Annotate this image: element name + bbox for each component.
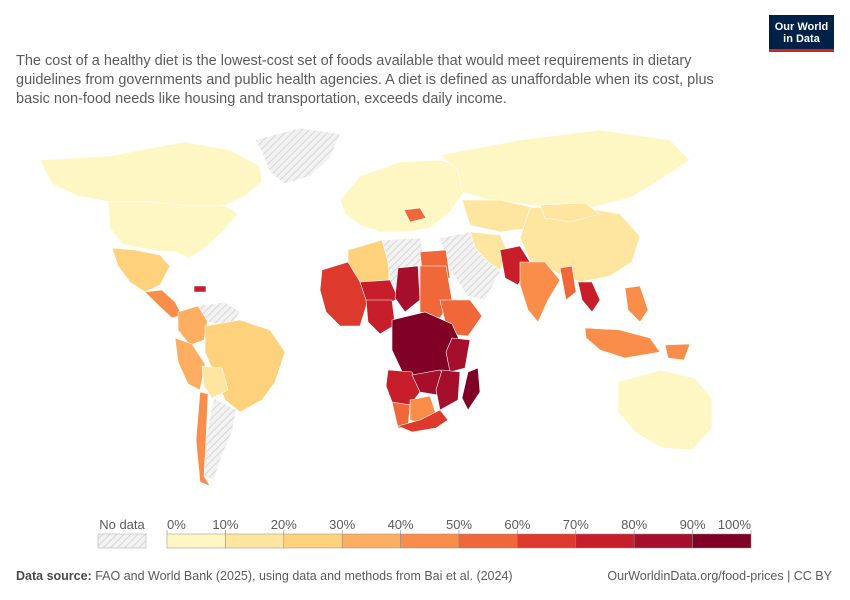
region-india[interactable] [519, 261, 561, 323]
legend-tick-label: 70% [563, 517, 589, 532]
region-canada[interactable] [39, 141, 263, 209]
legend-tick-label: 10% [212, 517, 238, 532]
region-argentina[interactable] [203, 397, 237, 481]
region-chile[interactable] [195, 391, 211, 487]
region-russia[interactable] [439, 129, 691, 209]
region-haiti[interactable] [193, 285, 207, 293]
legend-tick-label: 30% [329, 517, 355, 532]
chart-subtitle: The cost of a healthy diet is the lowest… [16, 53, 714, 107]
color-legend: No data 0% 10% 20% 30% 40% 50% 60% 70% 80% 90% 100% [97, 517, 752, 549]
legend-bin-3[interactable] [341, 533, 401, 549]
legend-bin-6[interactable] [517, 533, 577, 549]
legend-bin-5[interactable] [458, 533, 518, 549]
legend-tick-label: 50% [446, 517, 472, 532]
region-nigeria[interactable] [365, 299, 396, 335]
legend-no-data-label: No data [99, 517, 145, 532]
region-west-africa[interactable] [319, 261, 369, 327]
region-venezuela[interactable] [197, 301, 241, 327]
source-url-link[interactable]: OurWorldinData.org/food-prices | CC BY [607, 569, 832, 583]
legend-bin-4[interactable] [400, 533, 460, 549]
legend-bin-7[interactable] [575, 533, 635, 549]
region-mexico[interactable] [111, 247, 171, 293]
region-madagascar[interactable] [461, 367, 481, 411]
region-central-america[interactable] [144, 289, 183, 319]
legend-tick-label: 100% [718, 517, 752, 532]
legend-tick-label: 90% [680, 517, 706, 532]
legend-tick-label: 80% [621, 517, 647, 532]
data-source-label: Data source: [16, 569, 92, 583]
region-brazil[interactable] [204, 319, 286, 413]
data-source: Data source: FAO and World Bank (2025), … [16, 569, 513, 583]
legend-no-data-swatch [97, 533, 147, 549]
legend-tick-label: 60% [504, 517, 530, 532]
region-europe[interactable] [339, 159, 471, 233]
region-laos[interactable] [577, 281, 601, 313]
legend-bin-2[interactable] [283, 533, 343, 549]
legend-tick-label: 40% [388, 517, 414, 532]
region-myanmar[interactable] [559, 265, 577, 301]
region-chad[interactable] [394, 265, 421, 313]
region-mozambique[interactable] [435, 369, 461, 411]
legend-bin-1[interactable] [225, 533, 285, 549]
region-united-states[interactable] [107, 201, 239, 259]
legend-bin-8[interactable] [633, 533, 693, 549]
logo-line-1: Our World [774, 21, 829, 33]
legend-bin-0[interactable] [166, 533, 226, 549]
region-greenland[interactable] [254, 127, 341, 185]
logo-line-2: in Data [783, 33, 820, 45]
region-papua-new-guinea[interactable] [664, 343, 691, 361]
region-iran[interactable] [469, 231, 509, 271]
region-peru[interactable] [174, 337, 206, 391]
region-south-africa[interactable] [397, 409, 449, 433]
data-source-text: FAO and World Bank (2025), using data an… [95, 569, 513, 583]
region-indonesia[interactable] [584, 327, 661, 359]
legend-bin-9[interactable] [692, 533, 752, 549]
region-romania[interactable] [403, 207, 427, 223]
region-mongolia[interactable] [539, 202, 601, 223]
region-philippines[interactable] [624, 285, 649, 323]
owid-logo[interactable]: Our World in Data [769, 15, 834, 52]
region-tanzania[interactable] [445, 337, 471, 373]
region-bolivia[interactable] [201, 365, 229, 399]
region-australia[interactable] [617, 369, 713, 451]
region-china[interactable] [519, 205, 641, 283]
legend-tick-label: 0% [167, 517, 186, 532]
legend-tick-label: 20% [271, 517, 297, 532]
